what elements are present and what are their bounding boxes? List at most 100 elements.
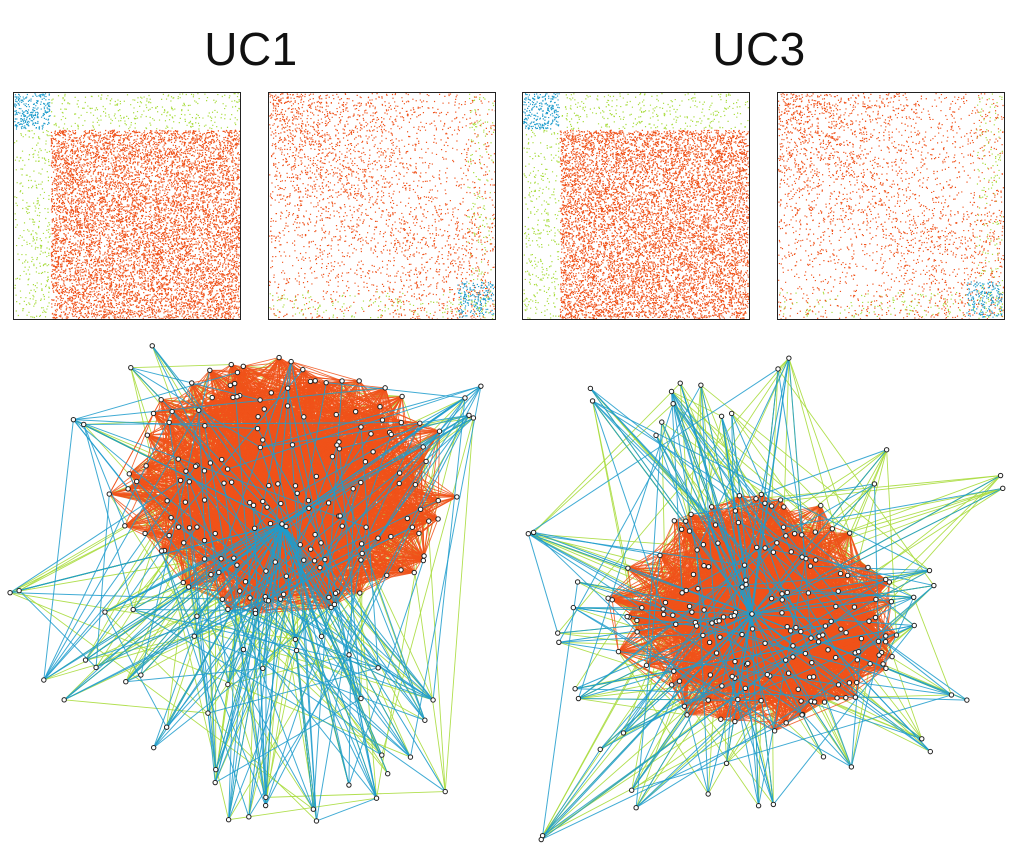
graph-node xyxy=(853,679,860,686)
graph-node xyxy=(736,492,743,499)
graph-node xyxy=(396,470,403,476)
graph-node xyxy=(911,594,917,600)
graph-node xyxy=(218,556,224,562)
graph-node xyxy=(858,635,865,642)
graph-node xyxy=(254,425,261,432)
graph-node xyxy=(201,537,208,544)
graph-node xyxy=(144,432,151,438)
graph-node xyxy=(694,547,700,553)
graph-node xyxy=(876,652,882,658)
graph-node xyxy=(422,717,428,723)
graph-node xyxy=(377,404,383,410)
graph-node xyxy=(762,500,768,507)
network-graph-uc1 xyxy=(0,336,509,848)
adjacency-matrix-uc3-original xyxy=(777,92,1005,320)
graph-node xyxy=(358,695,364,702)
edges-blue xyxy=(9,345,482,822)
graph-node xyxy=(423,458,429,465)
graph-node xyxy=(289,442,296,448)
graph-node xyxy=(175,456,182,462)
graph-node xyxy=(681,703,688,709)
matrix-dots-b xyxy=(523,93,560,130)
graph-node xyxy=(263,794,269,801)
graph-node xyxy=(808,635,814,641)
graph-node xyxy=(587,385,594,392)
graph-node xyxy=(339,378,345,384)
graph-node xyxy=(701,607,707,613)
graph-node xyxy=(307,378,314,385)
graph-node xyxy=(411,569,417,576)
graph-node xyxy=(784,623,790,630)
graph-node xyxy=(843,629,849,636)
graph-node xyxy=(201,556,208,562)
graph-node xyxy=(677,380,683,386)
graph-node xyxy=(317,564,323,571)
matrix-dots-o xyxy=(50,129,240,319)
graph-node xyxy=(301,557,307,563)
graph-node xyxy=(41,677,47,683)
graph-node xyxy=(262,802,269,809)
graph-node xyxy=(888,598,895,605)
graph-node xyxy=(807,563,814,569)
graph-node xyxy=(266,482,272,489)
graph-node xyxy=(221,480,227,486)
matrix-dots-l xyxy=(779,93,1004,319)
graph-node xyxy=(247,595,253,601)
graph-node xyxy=(333,411,339,418)
graph-node xyxy=(329,453,336,460)
graph-node xyxy=(234,394,240,400)
graph-node xyxy=(882,638,889,645)
graph-node xyxy=(82,657,89,663)
graph-node xyxy=(398,567,404,573)
graph-node xyxy=(163,724,170,730)
graph-node xyxy=(825,647,831,653)
graph-node xyxy=(267,520,274,527)
graph-node xyxy=(867,661,873,667)
graph-node xyxy=(318,633,325,640)
graph-node xyxy=(597,746,603,753)
graph-node xyxy=(609,597,615,603)
graph-node xyxy=(615,648,622,655)
graph-node xyxy=(213,766,219,773)
graph-node xyxy=(240,646,247,653)
graph-node xyxy=(784,589,790,596)
graph-node xyxy=(388,533,394,540)
graph-node xyxy=(375,665,381,671)
graph-node xyxy=(370,449,376,455)
graph-node xyxy=(192,463,199,469)
graph-node xyxy=(399,393,405,400)
graph-node xyxy=(707,672,714,678)
graph-node xyxy=(207,367,213,373)
graph-node xyxy=(662,599,669,606)
graph-node xyxy=(690,571,697,578)
graph-node xyxy=(252,610,259,617)
graph-node xyxy=(331,601,338,608)
graph-node xyxy=(311,558,318,564)
graph-node xyxy=(678,526,685,532)
graph-node xyxy=(209,394,215,401)
matrix-plot xyxy=(14,93,240,319)
matrix-dots-b xyxy=(966,281,1004,318)
graph-node xyxy=(657,552,663,559)
graph-node xyxy=(234,369,241,376)
graph-node xyxy=(683,518,689,524)
graph-node xyxy=(313,473,320,480)
graph-node xyxy=(189,380,195,386)
graph-node xyxy=(670,401,676,407)
graph-node xyxy=(731,613,737,619)
graph-node xyxy=(224,466,231,472)
graph-node xyxy=(715,540,721,546)
graph-node xyxy=(313,818,320,824)
graph-node xyxy=(183,468,189,474)
graph-node xyxy=(795,686,801,693)
graph-node xyxy=(379,752,385,758)
graph-node xyxy=(753,544,760,551)
graph-node xyxy=(620,730,627,736)
graph-node xyxy=(837,570,844,577)
graph-node xyxy=(671,518,677,524)
graph-node xyxy=(683,587,689,594)
graph-node xyxy=(125,486,131,492)
network-plot xyxy=(7,343,484,824)
graph-node xyxy=(359,550,365,557)
graph-node xyxy=(964,697,970,703)
